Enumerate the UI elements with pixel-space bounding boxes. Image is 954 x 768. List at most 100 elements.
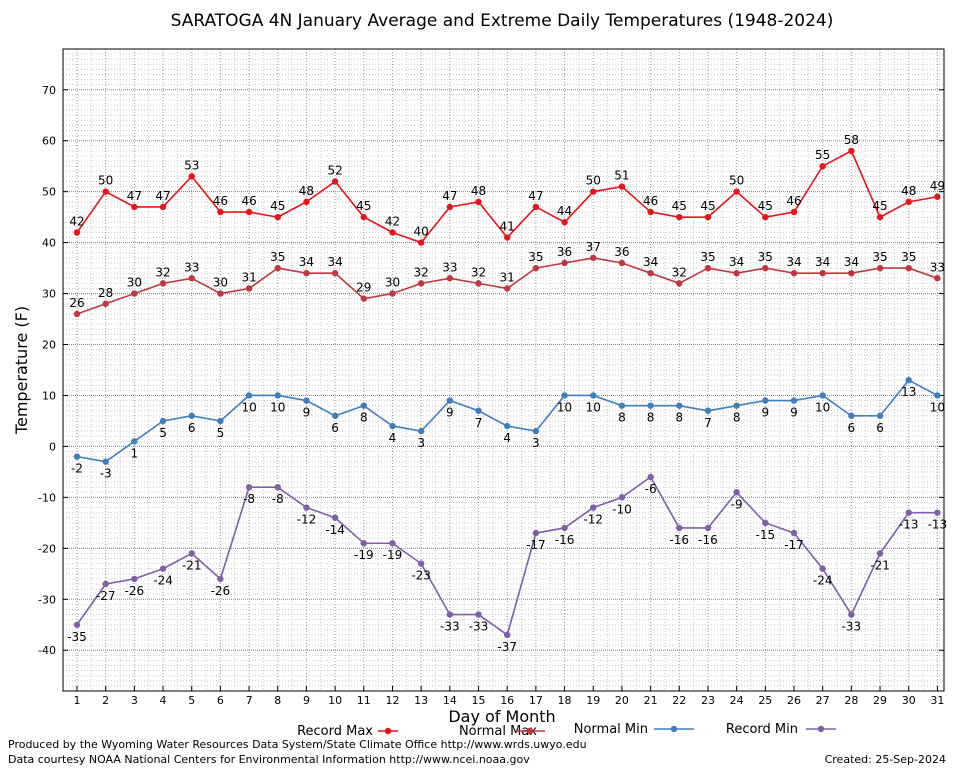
data-point xyxy=(217,575,224,583)
data-point xyxy=(303,198,310,206)
data-label: 8 xyxy=(675,411,683,425)
data-point xyxy=(73,453,81,460)
y-tick-label: 30 xyxy=(42,288,56,301)
data-point xyxy=(762,264,769,272)
data-point xyxy=(73,621,81,628)
legend-item: Record Max xyxy=(297,724,398,739)
x-tick-label: 2 xyxy=(102,694,109,707)
data-point xyxy=(876,412,884,420)
data-point xyxy=(590,254,597,262)
data-label: 42 xyxy=(385,214,400,228)
series-normal-min: -2 -3 1 5 6 5 10 10 9 6 8 4 3 9 7 4 3 10 10 8 8 8 7 8 9 9 10 6 6 13 10 xyxy=(71,376,945,481)
data-label: 8 xyxy=(360,411,368,425)
data-label: -33 xyxy=(842,620,862,634)
data-label: 13 xyxy=(901,385,916,399)
data-point xyxy=(245,392,253,399)
data-label: 46 xyxy=(643,194,658,208)
data-label: -19 xyxy=(383,548,403,562)
data-point xyxy=(848,147,855,155)
data-point xyxy=(303,269,310,277)
x-tick-label: 10 xyxy=(328,694,342,707)
data-point xyxy=(733,269,740,277)
data-point xyxy=(131,575,138,583)
series-record-min: -35 -27 -26 -24 -21 -26 -8 -8 -12 -14 -19 -19 -23 -33… xyxy=(67,473,948,654)
data-label: -10 xyxy=(612,502,632,516)
data-label: 6 xyxy=(331,421,339,435)
x-tick-label: 5 xyxy=(188,694,195,707)
data-point xyxy=(647,402,654,409)
data-point xyxy=(532,264,540,272)
data-point xyxy=(475,407,482,414)
data-label: 35 xyxy=(758,250,773,264)
data-label: 28 xyxy=(98,286,113,300)
legend-label: Record Min xyxy=(726,722,798,737)
x-tick-label: 23 xyxy=(701,694,715,707)
data-label: 9 xyxy=(790,406,798,420)
data-label: -21 xyxy=(870,558,890,572)
data-label: 9 xyxy=(446,406,454,420)
data-label: 37 xyxy=(586,240,601,254)
legend-label: Normal Max xyxy=(459,724,537,739)
data-point xyxy=(676,524,683,532)
data-label: 40 xyxy=(414,225,429,239)
x-tick-label: 1 xyxy=(74,694,81,707)
data-label: 47 xyxy=(155,189,170,203)
data-label: 3 xyxy=(417,436,425,450)
data-point xyxy=(704,524,712,532)
y-tick-label: 40 xyxy=(42,237,56,250)
data-point xyxy=(303,504,310,511)
data-point xyxy=(704,407,712,414)
data-label: 34 xyxy=(844,255,859,269)
data-point xyxy=(733,188,740,195)
footer-credit-2: Data courtesy NOAA National Centers for … xyxy=(8,753,530,766)
data-label: -16 xyxy=(669,533,689,547)
data-point xyxy=(475,280,482,287)
data-label: 3 xyxy=(532,436,540,450)
data-label: 34 xyxy=(786,255,801,269)
data-label: 30 xyxy=(213,276,228,290)
data-point xyxy=(475,198,482,206)
data-point xyxy=(102,188,109,195)
data-point xyxy=(848,269,855,277)
data-label: -19 xyxy=(354,548,374,562)
data-point xyxy=(274,264,281,272)
data-point xyxy=(762,213,769,221)
data-label: -17 xyxy=(526,538,546,552)
data-label: 48 xyxy=(901,184,916,198)
data-point xyxy=(188,550,195,557)
data-label: 31 xyxy=(241,270,256,284)
data-label: 45 xyxy=(872,199,887,213)
data-point xyxy=(102,580,109,588)
data-label: -24 xyxy=(813,574,833,588)
data-label: 48 xyxy=(471,184,486,198)
x-tick-label: 21 xyxy=(644,694,658,707)
data-label: 9 xyxy=(761,406,769,420)
data-label: -13 xyxy=(928,518,948,532)
data-label: 50 xyxy=(729,174,744,188)
data-point xyxy=(848,611,855,618)
data-point xyxy=(389,540,396,547)
data-point xyxy=(217,290,224,297)
x-tick-label: 7 xyxy=(246,694,253,707)
grid xyxy=(63,49,944,691)
x-tick-label: 27 xyxy=(816,694,830,707)
x-tick-label: 9 xyxy=(303,694,310,707)
data-label: 10 xyxy=(241,400,256,414)
data-point xyxy=(704,213,712,221)
data-point xyxy=(245,285,253,292)
data-point xyxy=(790,397,798,404)
data-label: -33 xyxy=(440,620,460,634)
data-label: -26 xyxy=(211,584,231,598)
x-tick-label: 31 xyxy=(930,694,944,707)
data-point xyxy=(647,208,654,216)
x-tick-label: 20 xyxy=(615,694,629,707)
x-tick-label: 15 xyxy=(472,694,486,707)
data-point xyxy=(73,229,81,236)
x-tick-label: 26 xyxy=(787,694,801,707)
data-label: -15 xyxy=(756,528,776,542)
data-point xyxy=(446,203,454,211)
data-label: 35 xyxy=(528,250,543,264)
data-point xyxy=(159,280,167,287)
